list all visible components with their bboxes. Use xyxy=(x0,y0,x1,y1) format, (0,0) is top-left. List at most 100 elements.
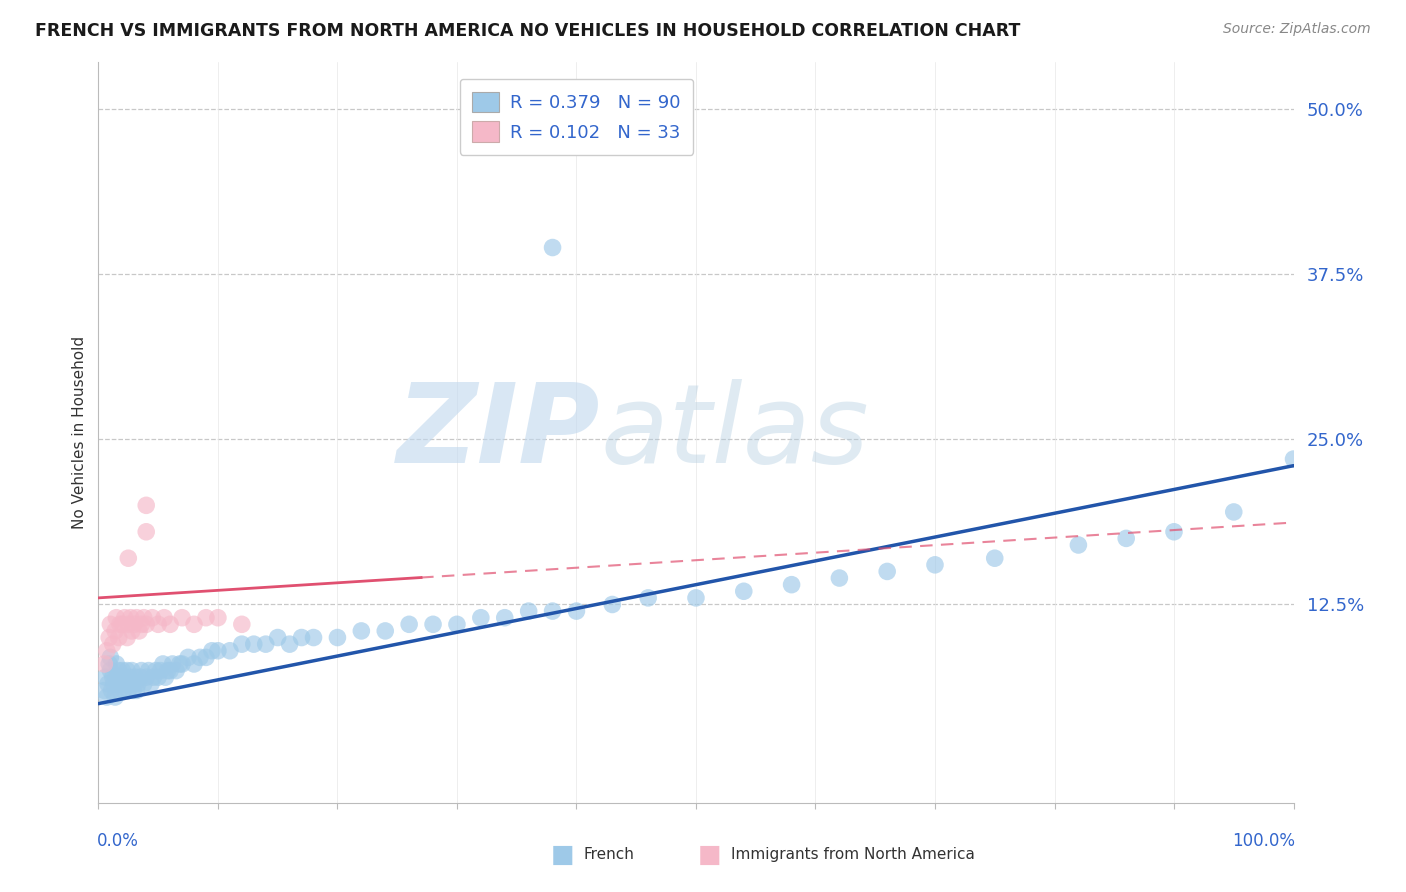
Point xyxy=(121,624,143,638)
Text: 0.0%: 0.0% xyxy=(97,832,139,850)
Point xyxy=(120,677,142,691)
Point xyxy=(1067,538,1090,552)
Point xyxy=(131,617,153,632)
Point xyxy=(350,624,373,638)
Point xyxy=(98,657,121,671)
Point xyxy=(105,657,128,671)
Text: atlas: atlas xyxy=(600,379,869,486)
Point xyxy=(118,670,141,684)
Point xyxy=(117,617,139,632)
Point xyxy=(111,677,134,691)
Point xyxy=(105,670,128,684)
Point xyxy=(291,631,314,645)
Point xyxy=(172,611,194,625)
Point xyxy=(108,617,131,632)
Point xyxy=(139,677,162,691)
Point xyxy=(125,683,148,698)
Point xyxy=(1163,524,1185,539)
Point xyxy=(422,617,444,632)
Point xyxy=(125,611,148,625)
Text: Immigrants from North America: Immigrants from North America xyxy=(731,847,974,862)
Point xyxy=(188,650,211,665)
Point xyxy=(141,611,163,625)
Point xyxy=(132,677,155,691)
Point xyxy=(148,670,170,684)
Point xyxy=(195,650,218,665)
Point xyxy=(121,664,143,678)
Point xyxy=(107,631,129,645)
Point xyxy=(602,598,624,612)
Point xyxy=(541,604,564,618)
Point xyxy=(148,617,170,632)
Point xyxy=(124,617,146,632)
Point xyxy=(96,690,118,704)
Point xyxy=(924,558,946,572)
Text: ■: ■ xyxy=(551,843,574,866)
Point xyxy=(159,664,181,678)
Point xyxy=(828,571,851,585)
Point xyxy=(110,670,132,684)
Point xyxy=(876,565,898,579)
Point xyxy=(169,657,191,671)
Point xyxy=(201,644,224,658)
Point xyxy=(135,670,157,684)
Point xyxy=(984,551,1007,566)
Point xyxy=(374,624,396,638)
Point xyxy=(1282,452,1305,467)
Text: French: French xyxy=(583,847,634,862)
Point xyxy=(131,664,153,678)
Point xyxy=(195,611,218,625)
Point xyxy=(152,657,174,671)
Point xyxy=(111,617,134,632)
Point xyxy=(172,657,194,671)
Point xyxy=(267,631,290,645)
Point xyxy=(733,584,755,599)
Point xyxy=(183,617,205,632)
Legend: R = 0.379   N = 90, R = 0.102   N = 33: R = 0.379 N = 90, R = 0.102 N = 33 xyxy=(460,78,693,155)
Point xyxy=(398,617,420,632)
Point xyxy=(103,677,125,691)
Point xyxy=(128,624,150,638)
Point xyxy=(541,240,564,255)
Point xyxy=(219,644,242,658)
Point xyxy=(122,683,145,698)
Point xyxy=(98,617,122,632)
Point xyxy=(565,604,588,618)
Point xyxy=(243,637,266,651)
Point xyxy=(100,683,122,698)
Point xyxy=(302,631,325,645)
Text: 100.0%: 100.0% xyxy=(1232,832,1295,850)
Point xyxy=(1223,505,1246,519)
Point xyxy=(115,677,138,691)
Point xyxy=(114,611,136,625)
Point xyxy=(162,657,184,671)
Y-axis label: No Vehicles in Household: No Vehicles in Household xyxy=(72,336,87,529)
Point xyxy=(107,664,129,678)
Point xyxy=(124,677,146,691)
Point xyxy=(254,637,277,651)
Point xyxy=(156,664,179,678)
Point xyxy=(177,650,200,665)
Point xyxy=(231,617,253,632)
Point xyxy=(149,664,172,678)
Point xyxy=(155,670,177,684)
Point xyxy=(135,499,157,513)
Point xyxy=(104,690,127,704)
Point xyxy=(135,524,157,539)
Point xyxy=(165,664,187,678)
Point xyxy=(107,677,129,691)
Point xyxy=(98,650,122,665)
Point xyxy=(207,611,229,625)
Point xyxy=(278,637,301,651)
Point xyxy=(93,683,115,698)
Text: Source: ZipAtlas.com: Source: ZipAtlas.com xyxy=(1223,22,1371,37)
Point xyxy=(101,637,124,651)
Point xyxy=(780,577,803,591)
Point xyxy=(115,664,138,678)
Point xyxy=(98,631,121,645)
Point xyxy=(129,670,152,684)
Point xyxy=(115,631,138,645)
Point xyxy=(93,657,115,671)
Point xyxy=(94,670,117,684)
Point xyxy=(517,604,540,618)
